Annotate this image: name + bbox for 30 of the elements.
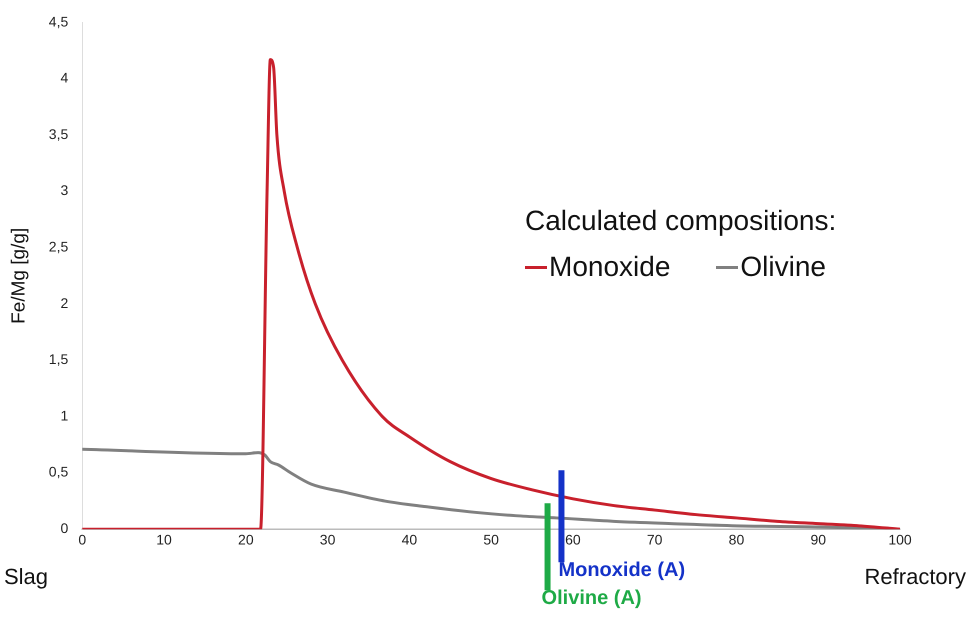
x-tick-label: 100 [888,531,912,548]
legend-label: Monoxide [549,251,670,283]
x-tick-label: 10 [156,531,172,548]
text: Refractory [864,564,966,590]
y-tick-label: 2 [60,294,68,311]
x-tick-label: 80 [728,531,744,548]
x-tick-label: 50 [483,531,500,548]
x-tick-label: 30 [320,531,336,548]
y-tick-label: 0,5 [48,464,68,480]
y-tick-label: 1,5 [48,351,68,368]
ref-line-label: Olivine (A) [542,587,642,610]
x-tick-label: 60 [565,531,581,548]
x-tick-label: 20 [238,531,254,548]
y-tick-label: 3 [60,182,68,198]
x-tick-label: 70 [646,531,663,548]
y-tick-label: 1 [60,407,68,424]
line-series [82,58,900,530]
x-tick-label: 40 [402,531,418,548]
y-tick-label: 4 [60,70,68,86]
y-tick-label: 0 [60,520,68,536]
ref-line-label: Monoxide (A) [558,559,686,582]
y-axis-title: Fe/Mg [g/g] [8,228,30,324]
legend-label: Olivine [740,251,826,283]
legend-title: Calculated compositions: [525,205,836,237]
y-tick-label: 4,5 [48,13,68,30]
text: Slag [4,564,48,590]
y-tick-label: 3,5 [48,126,68,142]
x-tick-label: 0 [78,531,86,548]
y-tick-label: 2,5 [48,238,68,255]
x-tick-label: 90 [810,531,826,548]
